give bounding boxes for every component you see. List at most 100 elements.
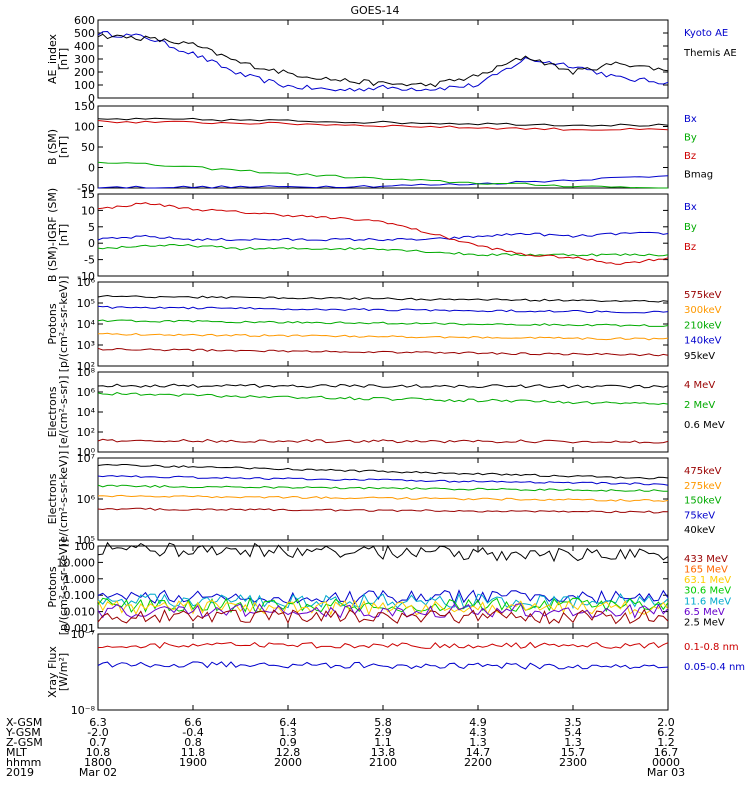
ephemeris-value: 6.2	[657, 726, 675, 739]
flux-trace	[97, 294, 669, 303]
ephemeris-value: 1.3	[469, 736, 487, 749]
y-tick-label: 10⁴	[77, 406, 96, 419]
y-axis-label: [nT]	[57, 136, 70, 158]
series-line-bmag	[97, 117, 669, 127]
flux-trace	[97, 391, 669, 405]
ephemeris-value: 2.0	[657, 716, 675, 729]
legend-entry: 210keV	[684, 320, 722, 331]
y-axis-label: Xray Flux	[46, 646, 59, 698]
ephemeris-value: 6.4	[279, 716, 297, 729]
legend-entry: Bz	[684, 242, 696, 253]
ephemeris-value: 2000	[274, 756, 302, 769]
ephemeris-value: 4.3	[469, 726, 487, 739]
legend-entry: 95keV	[684, 351, 715, 362]
ephemeris-value: 2200	[464, 756, 492, 769]
flux-trace	[97, 608, 669, 625]
ephemeris-value: 16.7	[654, 746, 679, 759]
legend-entry: Bz	[684, 151, 696, 162]
y-tick-label: 10⁷	[77, 452, 95, 465]
series-line-kyoto-ae	[97, 30, 669, 92]
chart-title: GOES-14	[350, 4, 399, 17]
y-tick-label: 10	[81, 204, 95, 217]
ephemeris-value: 6.3	[89, 716, 107, 729]
flux-trace	[97, 383, 669, 389]
y-axis-label: [e/(cm²-s-sr-keV)]	[57, 451, 70, 547]
legend-entry: 2.5 MeV	[684, 617, 725, 628]
legend-entry: 475keV	[684, 466, 722, 477]
series-line-bx	[97, 231, 669, 242]
ephemeris-value: 6.6	[184, 716, 202, 729]
ephemeris-value: 1.2	[657, 736, 675, 749]
legend-entry: Themis AE	[683, 48, 737, 59]
ephemeris-value: 5.4	[564, 726, 582, 739]
y-tick-label: 10⁴	[77, 318, 96, 331]
legend-entry: 2 MeV	[684, 400, 715, 411]
flux-trace	[97, 463, 669, 480]
y-tick-label: 10⁵	[77, 534, 95, 547]
y-tick-label: 200	[74, 66, 95, 79]
legend-entry: 0.1-0.8 nm	[684, 642, 739, 653]
ephemeris-value: 5.8	[374, 716, 392, 729]
y-tick-label: 10⁶	[77, 386, 96, 399]
y-tick-label: 10²	[77, 426, 95, 439]
ephemeris-label: MLT	[6, 746, 27, 759]
ephemeris-value: 2100	[369, 756, 397, 769]
y-axis-label: AE_index	[46, 33, 59, 84]
legend-entry: 300keV	[684, 305, 722, 316]
legend-entry: Bx	[684, 114, 697, 125]
panel-bsm: 150 100 50 0 -50 B (SM)[nT] Bx By Bz Bmag	[46, 100, 713, 195]
ephemeris-label: 2019	[6, 766, 34, 779]
legend-entry: 6.5 MeV	[684, 607, 725, 618]
y-tick-label: 5	[88, 221, 95, 234]
y-tick-label: 0	[88, 92, 95, 105]
y-axis-label: [nT]	[57, 48, 70, 70]
y-tick-label: 10.000	[57, 556, 96, 569]
y-tick-label: 0	[88, 237, 95, 250]
legend-entry: 63.1 MeV	[684, 575, 731, 586]
legend-entry: Bx	[684, 202, 697, 213]
ephemeris-label: Y-GSM	[5, 726, 41, 739]
ephemeris-value: Mar 03	[647, 766, 685, 779]
y-tick-label: 0	[88, 162, 95, 175]
y-tick-label: 0.010	[64, 606, 96, 619]
ephemeris-value: 0.7	[89, 736, 107, 749]
y-tick-label: 0.100	[64, 589, 96, 602]
y-axis-label: [nT]	[57, 224, 70, 246]
flux-trace	[97, 484, 669, 492]
ephemeris-value: -0.4	[182, 726, 203, 739]
ephemeris-value: 0.8	[184, 736, 202, 749]
legend-entry: 30.6 MeV	[684, 586, 731, 597]
legend-entry: 140keV	[684, 336, 722, 347]
flux-trace	[97, 347, 669, 357]
ephemeris-value: 0000	[652, 756, 680, 769]
y-tick-label: 10⁻⁷	[71, 628, 95, 641]
flux-trace	[97, 319, 669, 327]
legend-entry: 75keV	[684, 510, 715, 521]
legend-entry: 150keV	[684, 496, 722, 507]
ephemeris-value: 3.5	[564, 716, 582, 729]
ephemeris-value: 14.7	[466, 746, 491, 759]
ephemeris-value: 1.3	[564, 736, 582, 749]
ephemeris-value: 11.8	[181, 746, 206, 759]
ephemeris-value: 2.9	[374, 726, 392, 739]
y-tick-label: 100	[74, 79, 95, 92]
y-tick-label: 0.001	[64, 622, 96, 635]
ephemeris-value: -2.0	[87, 726, 108, 739]
y-tick-label: 15	[81, 188, 95, 201]
ephemeris-label: hhmm	[6, 756, 41, 769]
y-tick-label: 10⁰	[77, 446, 96, 459]
series-line-bz	[97, 120, 669, 131]
panel-frame	[97, 281, 669, 367]
legend-entry: 0.6 MeV	[684, 420, 725, 431]
panel-electrons_high: 10⁸ 10⁶ 10⁴ 10² 10⁰ Electrons[e/(cm²-s-sr)] 4 …	[46, 366, 725, 459]
y-axis-label: Protons	[46, 303, 59, 344]
legend-entry: 433 MeV	[684, 554, 728, 565]
y-tick-label: -10	[77, 270, 95, 283]
panel-frame	[97, 457, 669, 541]
series-line-by	[97, 243, 669, 257]
series-line-bz	[97, 202, 669, 265]
